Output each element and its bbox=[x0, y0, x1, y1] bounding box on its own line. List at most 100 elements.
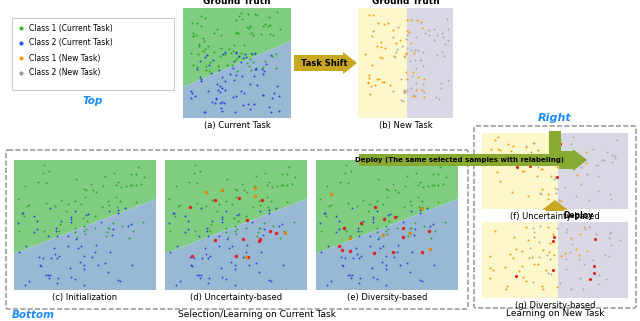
Point bbox=[230, 266, 241, 271]
Point bbox=[374, 55, 385, 60]
Point bbox=[370, 204, 380, 209]
Point bbox=[367, 215, 378, 220]
Point bbox=[103, 226, 113, 231]
Point bbox=[509, 235, 519, 240]
Point bbox=[582, 248, 592, 253]
Point bbox=[579, 226, 589, 231]
Point bbox=[241, 213, 252, 218]
Point bbox=[436, 50, 447, 55]
Point bbox=[538, 286, 548, 291]
Point bbox=[113, 211, 123, 216]
Point bbox=[413, 75, 423, 80]
Point bbox=[282, 172, 292, 177]
Point bbox=[358, 218, 368, 223]
Point bbox=[373, 21, 383, 26]
Point bbox=[202, 53, 212, 58]
Bar bbox=[408, 8, 453, 118]
Point bbox=[248, 204, 259, 210]
Point bbox=[401, 90, 411, 95]
Point bbox=[63, 201, 73, 206]
Point bbox=[417, 50, 428, 55]
Point bbox=[380, 80, 390, 85]
Point bbox=[367, 62, 377, 67]
Point bbox=[194, 44, 204, 49]
Point bbox=[277, 171, 287, 176]
Point bbox=[259, 58, 269, 64]
Point bbox=[195, 42, 205, 47]
Point bbox=[280, 231, 290, 236]
Point bbox=[535, 190, 545, 195]
Point bbox=[239, 91, 249, 96]
Point bbox=[490, 156, 500, 161]
Point bbox=[375, 245, 385, 250]
Point bbox=[379, 216, 389, 221]
Point bbox=[70, 229, 81, 234]
Point bbox=[391, 40, 401, 46]
Point bbox=[264, 104, 275, 109]
Point bbox=[16, 70, 26, 75]
Point bbox=[282, 182, 292, 187]
Point bbox=[424, 28, 434, 33]
Point bbox=[86, 182, 96, 187]
Point bbox=[347, 205, 357, 210]
Point bbox=[138, 220, 148, 225]
Point bbox=[340, 255, 350, 260]
Point bbox=[101, 234, 111, 239]
Point bbox=[278, 263, 289, 268]
Point bbox=[237, 182, 247, 187]
Point bbox=[102, 198, 113, 203]
Point bbox=[399, 88, 410, 93]
Bar bbox=[358, 8, 408, 118]
Point bbox=[273, 93, 284, 99]
Point bbox=[381, 186, 392, 191]
Point bbox=[503, 141, 513, 146]
Point bbox=[287, 181, 297, 186]
Point bbox=[216, 86, 227, 91]
Point bbox=[417, 26, 428, 31]
Point bbox=[550, 174, 561, 179]
Point bbox=[194, 273, 204, 278]
Point bbox=[236, 10, 246, 15]
Point bbox=[427, 183, 437, 188]
Point bbox=[251, 66, 261, 71]
Point bbox=[246, 68, 257, 73]
Point bbox=[411, 65, 421, 70]
Text: Class 2 (New Task): Class 2 (New Task) bbox=[29, 68, 100, 77]
Point bbox=[234, 54, 244, 59]
Point bbox=[406, 74, 417, 79]
Point bbox=[199, 39, 209, 44]
Point bbox=[253, 238, 264, 243]
Point bbox=[402, 76, 412, 81]
Point bbox=[227, 62, 237, 67]
Point bbox=[189, 162, 200, 168]
Point bbox=[34, 255, 44, 260]
Point bbox=[354, 233, 364, 239]
Point bbox=[519, 168, 529, 173]
Point bbox=[220, 225, 230, 230]
Point bbox=[378, 201, 388, 206]
Bar bbox=[358, 154, 561, 166]
Point bbox=[534, 255, 545, 260]
Point bbox=[485, 275, 495, 281]
Point bbox=[337, 248, 347, 253]
Point bbox=[230, 282, 240, 288]
Point bbox=[406, 86, 416, 91]
Point bbox=[231, 30, 241, 35]
Point bbox=[221, 198, 231, 204]
Point bbox=[390, 215, 400, 220]
Point bbox=[377, 79, 387, 84]
Point bbox=[221, 229, 232, 234]
Point bbox=[406, 226, 416, 231]
Point bbox=[106, 249, 116, 255]
Point bbox=[33, 179, 43, 184]
Point bbox=[366, 83, 376, 89]
Point bbox=[111, 195, 121, 200]
Point bbox=[364, 75, 374, 80]
Point bbox=[228, 95, 238, 100]
Point bbox=[258, 92, 268, 98]
Point bbox=[525, 149, 536, 154]
Point bbox=[231, 94, 241, 99]
Point bbox=[356, 221, 366, 226]
Point bbox=[493, 135, 504, 140]
Point bbox=[419, 90, 429, 95]
